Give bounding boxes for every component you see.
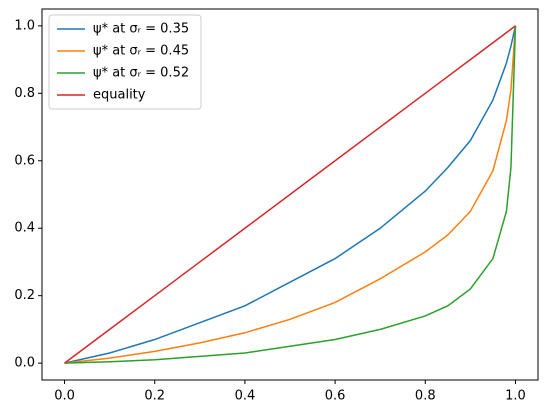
y-tick-label: 0.8 (14, 86, 35, 101)
x-tick-label: 1.0 (505, 389, 526, 404)
y-tick-label: 0.0 (14, 356, 35, 371)
line-series (64, 25, 516, 364)
legend-label: ψ* at σᵣ = 0.52 (93, 66, 189, 81)
y-tick-label: 1.0 (14, 18, 35, 33)
legend-label: equality (93, 88, 146, 103)
line-series (64, 25, 517, 364)
legend-label: ψ* at σᵣ = 0.35 (93, 22, 189, 37)
line-series (64, 25, 517, 364)
legend-box (48, 14, 202, 110)
legend: ψ* at σᵣ = 0.35 ψ* at σᵣ = 0.45 ψ* at σᵣ =… (48, 14, 202, 110)
y-tick-label: 0.6 (14, 153, 35, 168)
x-tick-label: 0.8 (415, 389, 436, 404)
x-tick-label: 0.0 (54, 389, 75, 404)
axes-frame (41, 8, 539, 381)
x-tick-label: 0.4 (235, 389, 256, 404)
legend-label: ψ* at σᵣ = 0.45 (93, 44, 189, 59)
y-tick-label: 0.4 (14, 221, 35, 236)
y-tick-label: 0.2 (14, 288, 35, 303)
x-tick-label: 0.2 (144, 389, 165, 404)
line-series (64, 25, 517, 364)
x-tick-label: 0.6 (325, 389, 346, 404)
